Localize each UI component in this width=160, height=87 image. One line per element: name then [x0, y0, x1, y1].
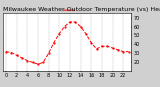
Text: Milwaukee Weather Outdoor Temperature (vs) Heat Index (Last 24 Hours): Milwaukee Weather Outdoor Temperature (v… — [3, 7, 160, 12]
